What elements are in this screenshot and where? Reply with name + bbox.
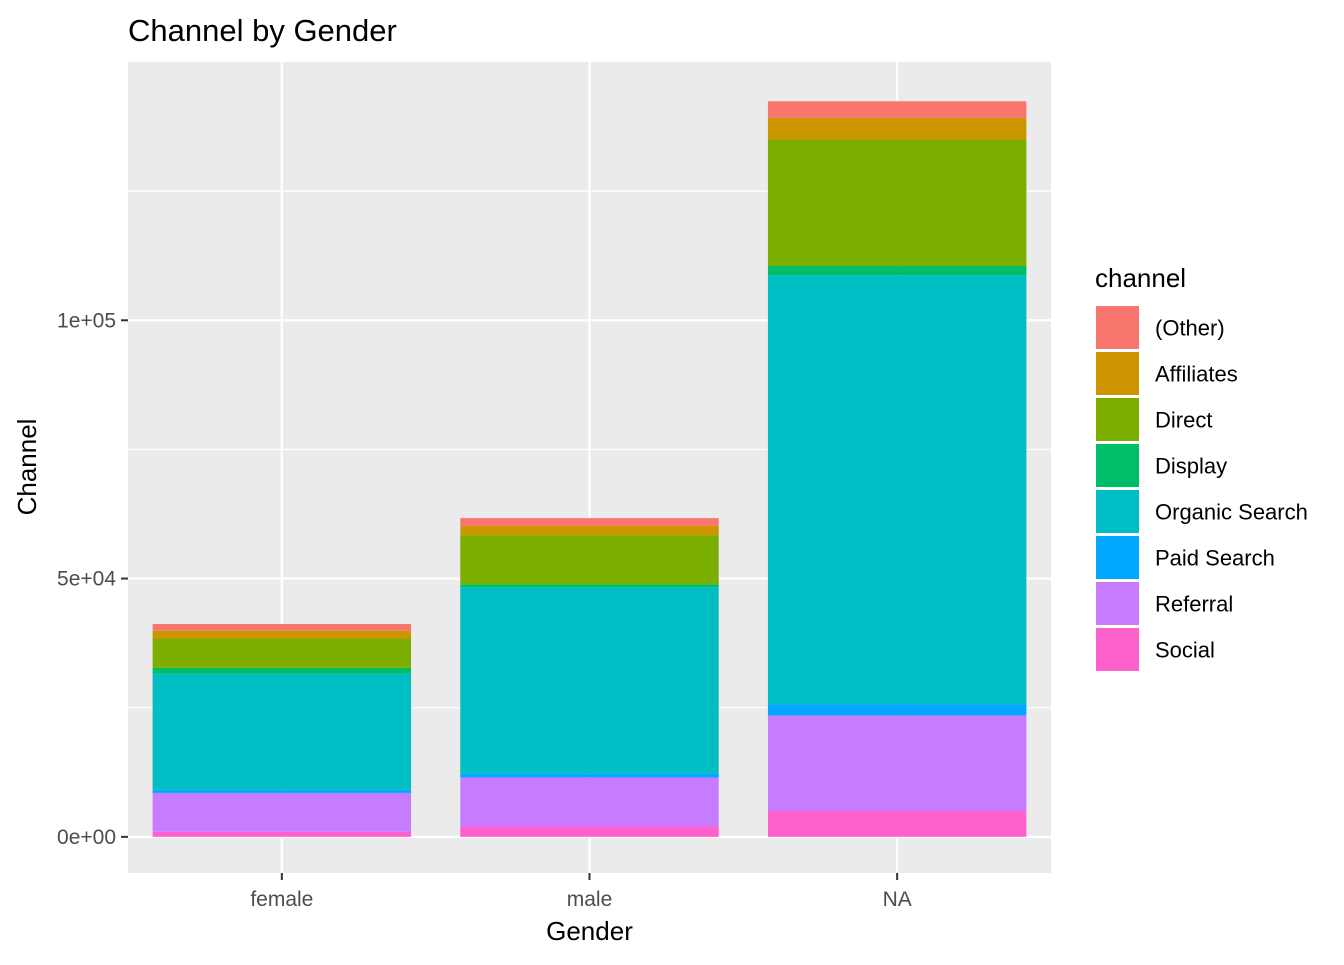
legend-key <box>1096 444 1139 487</box>
legend-key <box>1096 582 1139 625</box>
legend-label: Affiliates <box>1155 362 1238 387</box>
bar-segment-female-display <box>152 667 412 674</box>
bar-segment-na-display <box>767 266 1027 276</box>
legend-key <box>1096 352 1139 395</box>
x-tick-label: male <box>567 888 613 911</box>
bar-segment-female-paid-search <box>152 789 412 793</box>
bar-segment-na-social <box>767 811 1027 837</box>
legend-label: Organic Search <box>1155 500 1308 525</box>
bar-segment-male-organic-search <box>460 587 719 774</box>
y-tick-label: 1e+05 <box>57 309 116 332</box>
bars <box>152 101 1027 837</box>
bar-segment-male-social <box>460 826 719 837</box>
bar-segment-female-referral <box>152 792 412 832</box>
bar-segment-male-affiliates <box>460 525 719 536</box>
bar-segment-male-referral <box>460 777 719 827</box>
bar-segment-na-direct <box>767 139 1027 267</box>
bar-segment-na-affiliates <box>767 117 1027 140</box>
legend-key <box>1096 398 1139 441</box>
bar-segment-female-direct <box>152 638 412 668</box>
x-tick-label: female <box>250 888 313 911</box>
legend-label: (Other) <box>1155 316 1225 341</box>
legend-key <box>1096 306 1139 349</box>
y-tick-label: 0e+00 <box>57 826 116 849</box>
bar-segment-female-affiliates <box>152 630 412 639</box>
legend-label: Display <box>1155 454 1227 479</box>
legend-key <box>1096 536 1139 579</box>
bar-segment-female-organic-search <box>152 673 412 790</box>
x-axis-title: Gender <box>546 916 633 946</box>
x-tick-label: NA <box>883 888 912 911</box>
legend-label: Referral <box>1155 592 1233 617</box>
legend-label: Paid Search <box>1155 546 1275 571</box>
chart-title: Channel by Gender <box>128 13 397 48</box>
bar-segment-na-paid-search <box>767 704 1027 716</box>
bar-segment-na-referral <box>767 715 1027 812</box>
legend-key <box>1096 628 1139 671</box>
bar-segment-na-organic-search <box>767 275 1027 705</box>
bar-segment-male-display <box>460 584 719 588</box>
bar-segment-na-other <box>767 101 1027 118</box>
bar-segment-female-social <box>152 831 412 837</box>
y-tick-label: 5e+04 <box>57 568 116 591</box>
bar-segment-male-direct <box>460 535 719 585</box>
axes: 0e+00 5e+04 1e+05 female male NA <box>57 309 912 911</box>
legend-key <box>1096 490 1139 533</box>
legend: (Other) Affiliates Direct Display Organic Se… <box>1096 306 1308 671</box>
bar-segment-male-other <box>460 518 719 526</box>
bar-segment-male-paid-search <box>460 773 719 778</box>
legend-label: Social <box>1155 638 1215 663</box>
legend-title: channel <box>1095 263 1186 293</box>
y-axis-title: Channel <box>12 419 42 516</box>
bar-segment-female-other <box>152 624 412 631</box>
legend-label: Direct <box>1155 408 1212 433</box>
